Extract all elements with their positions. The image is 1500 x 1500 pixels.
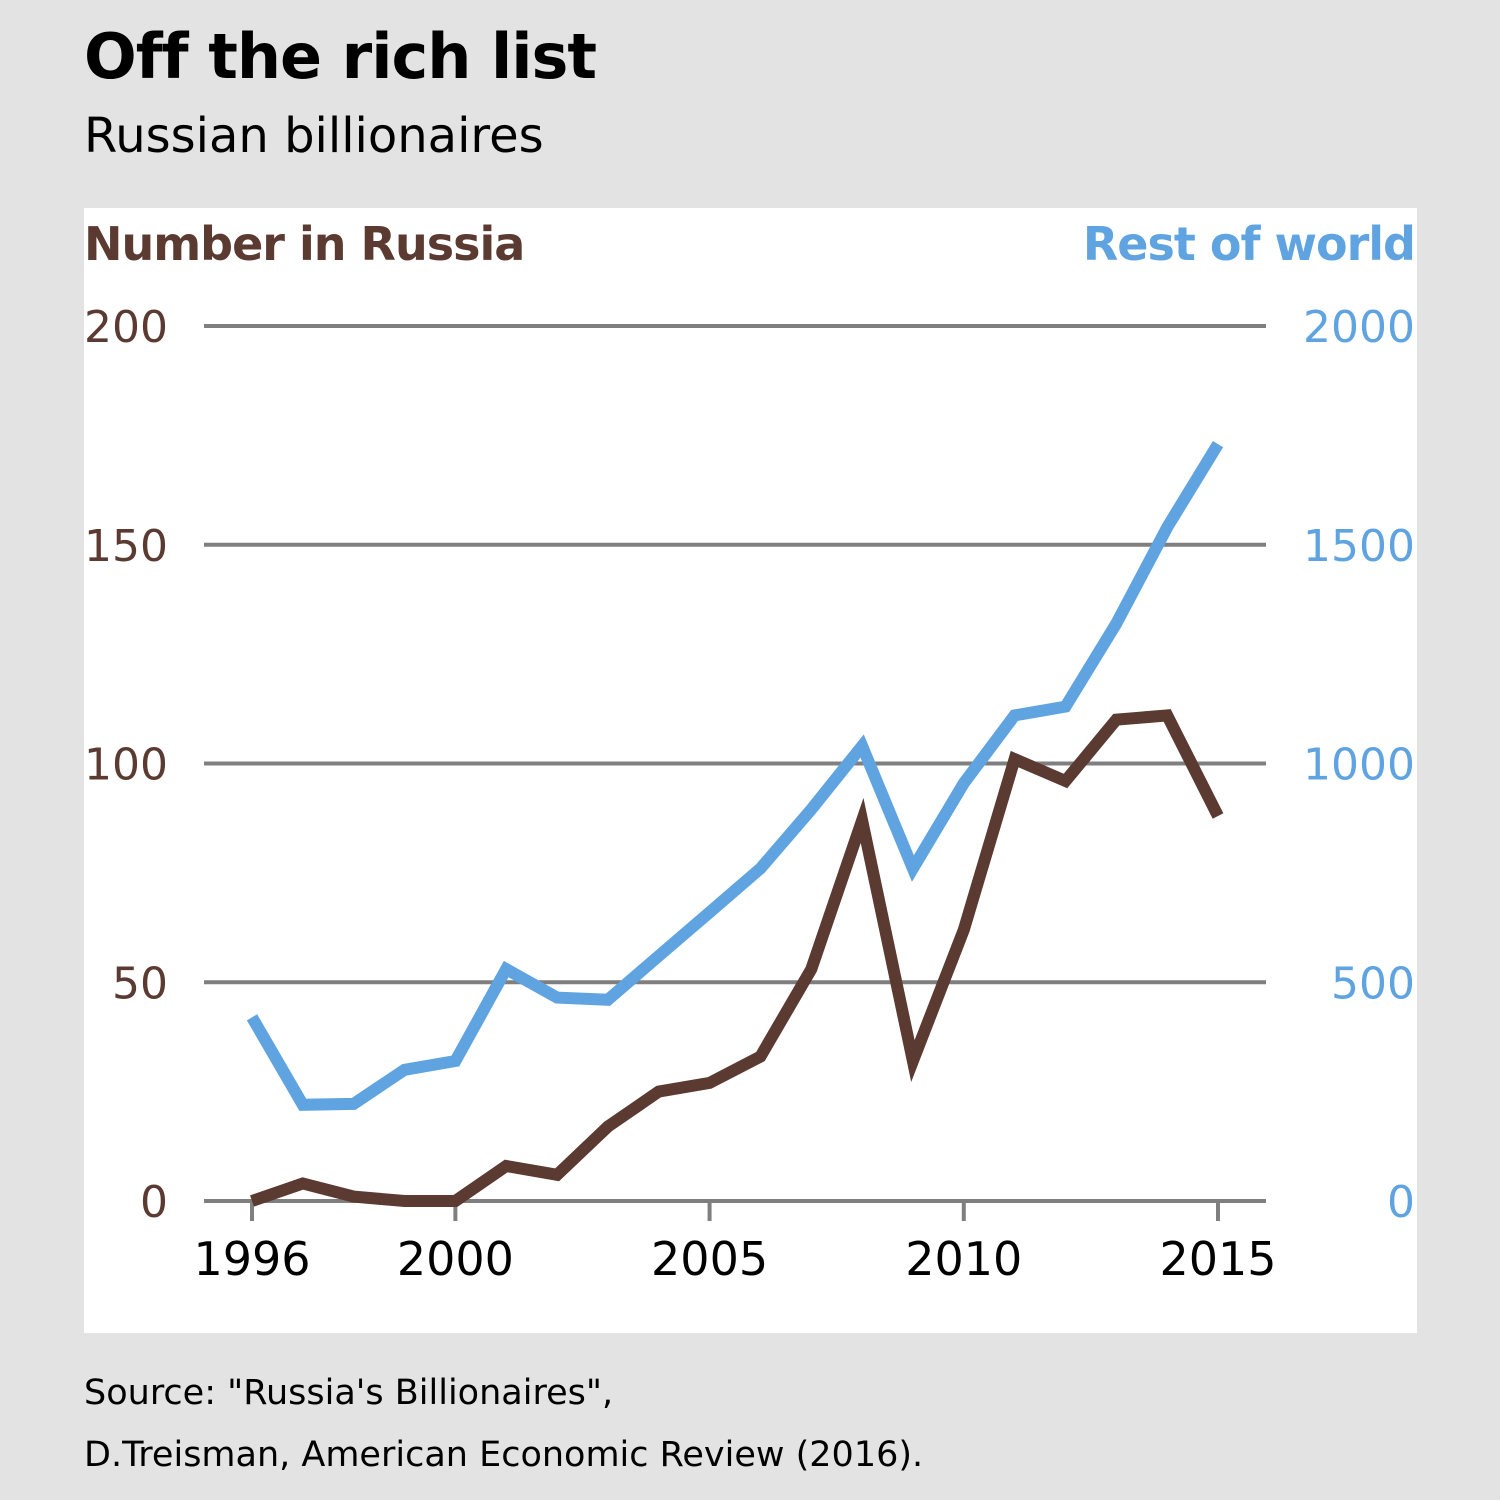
right-axis-label: Rest of world: [1083, 217, 1415, 271]
chart-panel: Number in Russia Rest of world 0 50 100 150…: [84, 208, 1417, 1333]
x-tick-label: 2000: [397, 1232, 514, 1286]
left-y-tick-label: 0: [140, 1177, 168, 1228]
x-tick-label: 2015: [1159, 1232, 1276, 1286]
x-tick-label: 2010: [905, 1232, 1022, 1286]
left-y-tick-label: 200: [84, 302, 168, 353]
right-y-tick-label: 500: [1331, 958, 1415, 1009]
line-chart: Number in Russia Rest of world 0 50 100 150…: [84, 217, 1416, 1286]
source-line-2: D.Treisman, American Economic Review (20…: [84, 1435, 924, 1475]
x-tick-label: 2005: [651, 1232, 768, 1286]
chart-title: Off the rich list: [84, 20, 597, 93]
source-line-1: Source: "Russia's Billionaires",: [84, 1373, 614, 1413]
left-y-tick-label: 100: [84, 740, 168, 791]
source-note: Source: "Russia's Billionaires", D.Treis…: [84, 1362, 923, 1486]
x-tick-label: 1996: [193, 1232, 310, 1286]
right-y-tick-label: 2000: [1303, 302, 1415, 353]
right-y-tick-label: 1000: [1303, 740, 1415, 791]
left-y-tick-label: 150: [84, 521, 168, 572]
left-y-tick-label: 50: [112, 958, 168, 1009]
left-axis-label: Number in Russia: [84, 217, 524, 271]
series-line-russia: [250, 709, 1224, 1207]
series-line-rest-of-world: [246, 440, 1224, 1111]
chart-subtitle: Russian billionaires: [84, 108, 544, 164]
right-y-tick-label: 0: [1387, 1177, 1415, 1228]
right-y-tick-label: 1500: [1303, 521, 1415, 572]
